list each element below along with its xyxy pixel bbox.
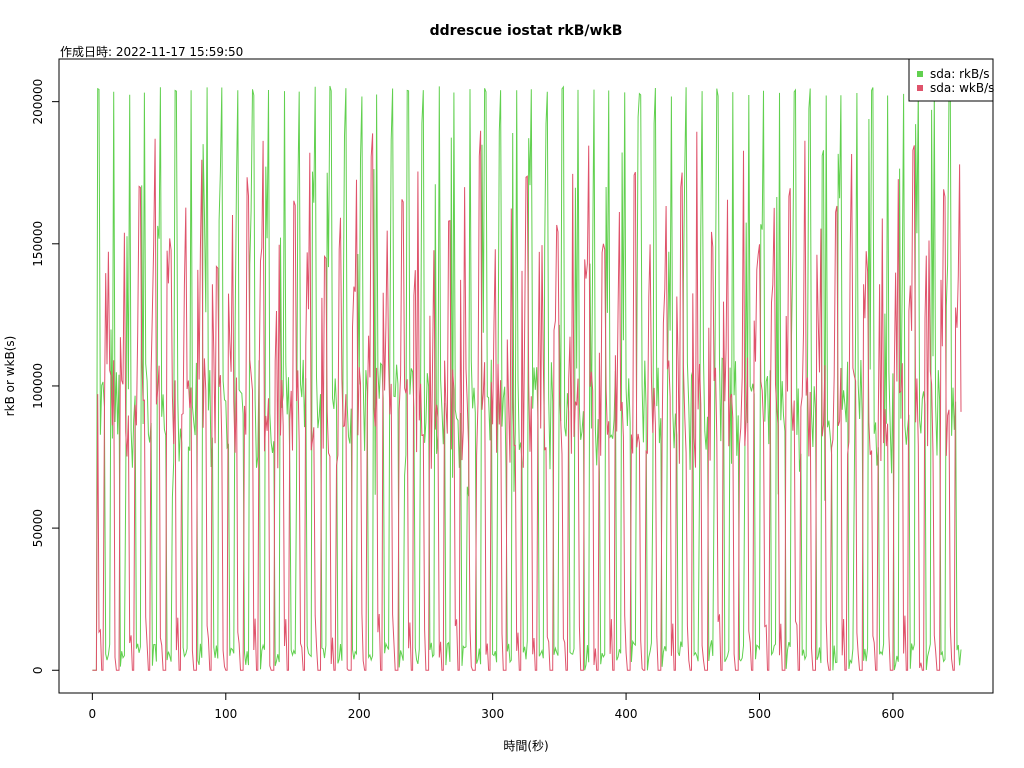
x-tick-label: 500	[748, 707, 771, 721]
y-tick-label: 150000	[31, 221, 45, 267]
x-tick-label: 600	[881, 707, 904, 721]
x-axis: 0 100 200 300 400 500 600	[89, 692, 904, 721]
x-tick-label: 200	[348, 707, 371, 721]
plot-lines	[92, 85, 962, 671]
legend-item-wkb: sda: wkB/s	[930, 81, 994, 95]
chart-title: ddrescue iostat rkB/wkB	[430, 23, 623, 39]
legend-item-rkb: sda: rkB/s	[930, 67, 990, 81]
legend: sda: rkB/s sda: wkB/s	[908, 58, 994, 102]
x-tick-label: 100	[214, 707, 237, 721]
legend-swatch-rkb	[917, 71, 923, 77]
legend-swatch-wkb	[917, 85, 923, 91]
series-line-wkb	[92, 130, 962, 671]
y-tick-label: 0	[31, 666, 45, 674]
x-tick-label: 300	[481, 707, 504, 721]
y-tick-label: 100000	[31, 363, 45, 409]
legend-box	[908, 58, 994, 102]
y-axis: 0 50000 100000 150000 200000	[31, 79, 60, 674]
x-axis-label: 時間(秒)	[503, 739, 548, 753]
y-axis-label: rkB or wkB(s)	[3, 336, 17, 417]
x-tick-label: 0	[89, 707, 97, 721]
y-tick-label: 50000	[31, 509, 45, 547]
y-tick-label: 200000	[31, 79, 45, 125]
chart-subtitle: 作成日時: 2022-11-17 15:59:50	[60, 45, 243, 59]
x-tick-label: 400	[615, 707, 638, 721]
